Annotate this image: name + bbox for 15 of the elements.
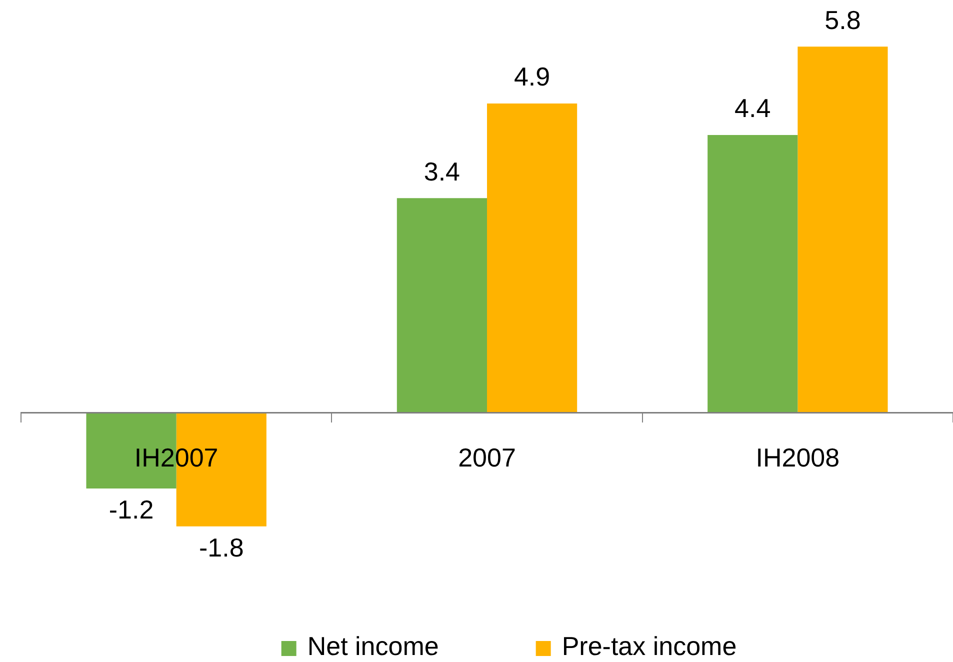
data-label: 5.8: [824, 4, 861, 35]
bar: [798, 46, 888, 413]
bar: [487, 103, 578, 413]
data-label: -1.2: [108, 494, 154, 525]
data-label: 4.9: [514, 62, 550, 92]
legend-label: Net income: [307, 631, 439, 662]
bar: [708, 135, 798, 413]
data-label: 4.4: [734, 93, 771, 124]
data-label: 3.4: [424, 156, 460, 186]
bar: [396, 198, 487, 413]
legend-label: Pre-tax income: [562, 631, 737, 662]
x-tick-label: IH2008: [756, 442, 840, 473]
data-label: -1.8: [198, 532, 244, 563]
x-tick-label: 2007: [458, 442, 516, 473]
x-tick-label: IH2007: [134, 442, 218, 473]
